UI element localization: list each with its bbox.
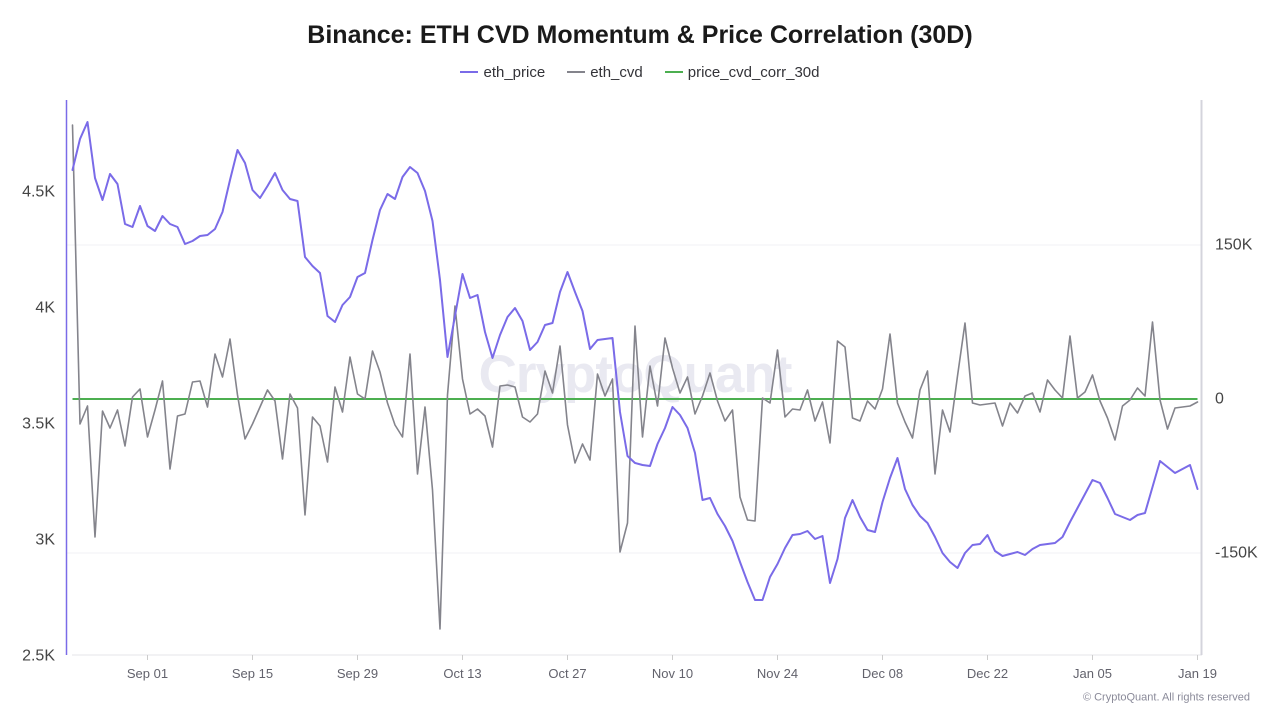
svg-text:Dec 22: Dec 22 <box>967 666 1008 681</box>
svg-text:© CryptoQuant. All rights rese: © CryptoQuant. All rights reserved <box>1083 692 1250 704</box>
svg-text:CryptoQuant: CryptoQuant <box>479 345 792 404</box>
svg-text:Sep 29: Sep 29 <box>337 666 378 681</box>
svg-text:3K: 3K <box>35 532 55 549</box>
svg-text:Jan 19: Jan 19 <box>1178 666 1217 681</box>
svg-text:Jan 05: Jan 05 <box>1073 666 1112 681</box>
svg-text:Sep 01: Sep 01 <box>127 666 168 681</box>
svg-text:2.5K: 2.5K <box>22 648 55 665</box>
svg-text:3.5K: 3.5K <box>22 416 55 433</box>
svg-text:Oct 13: Oct 13 <box>443 666 481 681</box>
svg-text:-150K: -150K <box>1215 545 1258 562</box>
svg-text:0: 0 <box>1215 391 1224 408</box>
svg-text:Nov 24: Nov 24 <box>757 666 798 681</box>
svg-text:Dec 08: Dec 08 <box>862 666 903 681</box>
svg-text:150K: 150K <box>1215 237 1253 254</box>
svg-text:Nov 10: Nov 10 <box>652 666 693 681</box>
svg-text:Sep 15: Sep 15 <box>232 666 273 681</box>
svg-text:4K: 4K <box>35 300 55 317</box>
svg-text:Oct 27: Oct 27 <box>548 666 586 681</box>
svg-text:4.5K: 4.5K <box>22 184 55 201</box>
